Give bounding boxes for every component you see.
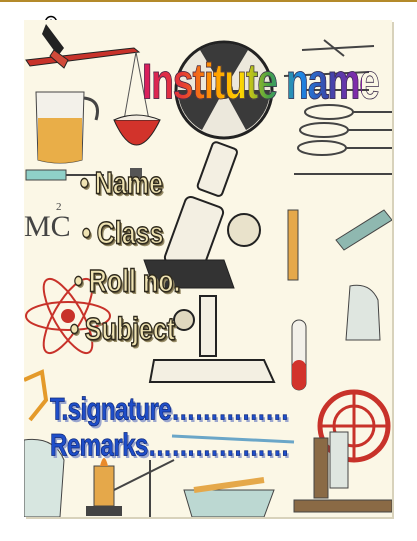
- balance-scale-icon: [25, 24, 161, 178]
- beaker-icon: [35, 91, 99, 164]
- atom-icon: [25, 277, 111, 355]
- institute-title: Institute name: [142, 54, 380, 110]
- tweezers-icon: [283, 39, 375, 91]
- field-name: • Name: [79, 165, 163, 202]
- cover-page: MC 2: [24, 20, 392, 517]
- top-rule: [0, 0, 417, 2]
- bullet-dot: •: [79, 165, 89, 202]
- field-roll-no-label: Roll no.: [88, 263, 181, 300]
- formula-exponent: 2: [56, 201, 62, 213]
- remarks-line: Remarks………………: [50, 428, 290, 464]
- bullet-dot: •: [69, 311, 79, 348]
- field-subject: • Subject: [69, 311, 176, 348]
- field-name-label: Name: [94, 165, 163, 202]
- formula-text: MC: [24, 210, 71, 243]
- microscope-icon: [143, 141, 276, 383]
- lab-equipment-illustration: MC 2: [24, 24, 392, 517]
- bullet-dot: •: [81, 215, 91, 252]
- field-subject-label: Subject: [84, 311, 176, 348]
- spoon-icon: [294, 104, 392, 175]
- test-tube-icon: [287, 209, 307, 391]
- bunsen-burner-icon: [86, 458, 122, 516]
- field-class: • Class: [81, 215, 164, 252]
- radiation-symbol-icon: [174, 40, 274, 140]
- electrostatic-machine-icon: [293, 389, 392, 513]
- field-roll-no: • Roll no.: [73, 263, 181, 300]
- bullet-dot: •: [73, 263, 83, 300]
- field-class-label: Class: [96, 215, 164, 252]
- teacher-signature-line: T.signature……………: [50, 392, 290, 428]
